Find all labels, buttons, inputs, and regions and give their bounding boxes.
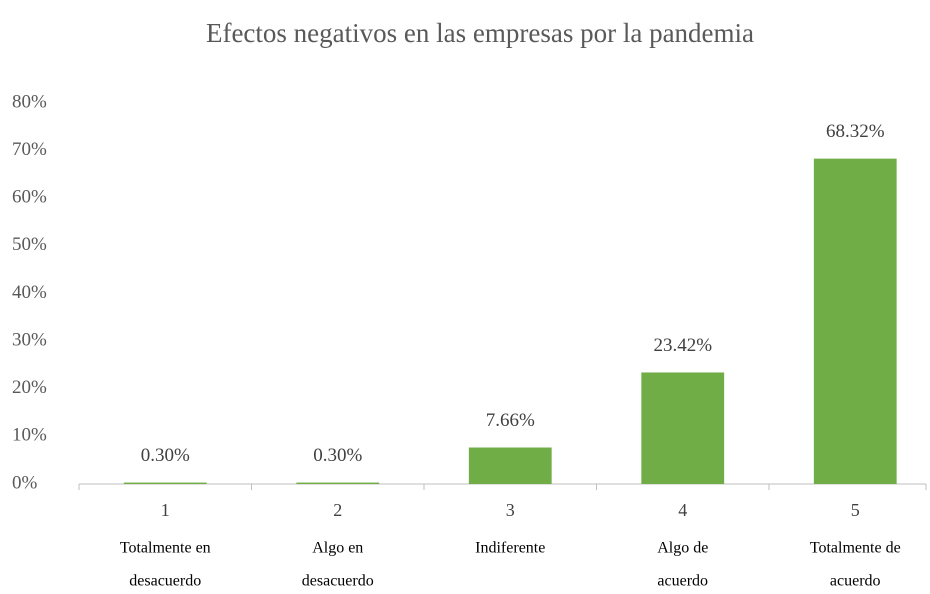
x-tick-label: 5 <box>851 500 860 520</box>
x-category-description: desacuerdo <box>302 573 374 590</box>
y-tick-label: 80% <box>12 91 47 112</box>
chart-title: Efectos negativos en las empresas por la… <box>206 18 754 48</box>
x-tick-label: 3 <box>506 500 515 520</box>
bar <box>123 482 207 484</box>
y-tick-label: 20% <box>12 377 47 398</box>
data-label: 68.32% <box>826 121 885 142</box>
y-tick-label: 30% <box>12 329 47 350</box>
bar <box>641 372 725 484</box>
x-category-description: acuerdo <box>830 573 881 590</box>
data-label: 0.30% <box>141 445 190 466</box>
bar <box>468 447 552 484</box>
x-tick-label: 2 <box>333 500 342 520</box>
x-tick-label: 4 <box>678 500 687 520</box>
x-category-description: Algo de <box>657 540 708 557</box>
x-tick-label: 1 <box>161 500 170 520</box>
y-tick-label: 40% <box>12 282 47 303</box>
x-category-description: desacuerdo <box>129 573 201 590</box>
data-label: 7.66% <box>486 410 535 431</box>
y-tick-label: 0% <box>12 472 38 493</box>
y-tick-label: 70% <box>12 139 47 160</box>
x-category-description: Indiferente <box>475 540 545 557</box>
data-label: 0.30% <box>313 445 362 466</box>
y-tick-label: 10% <box>12 425 47 446</box>
x-category-description: Algo en <box>312 540 363 557</box>
x-category-description: acuerdo <box>657 573 708 590</box>
data-label: 23.42% <box>653 335 712 356</box>
bar <box>296 482 380 484</box>
y-tick-label: 60% <box>12 187 47 208</box>
x-category-description: Totalmente de <box>810 540 901 557</box>
bar <box>813 158 897 484</box>
x-category-description: Totalmente en <box>120 540 211 557</box>
y-tick-label: 50% <box>12 234 47 255</box>
